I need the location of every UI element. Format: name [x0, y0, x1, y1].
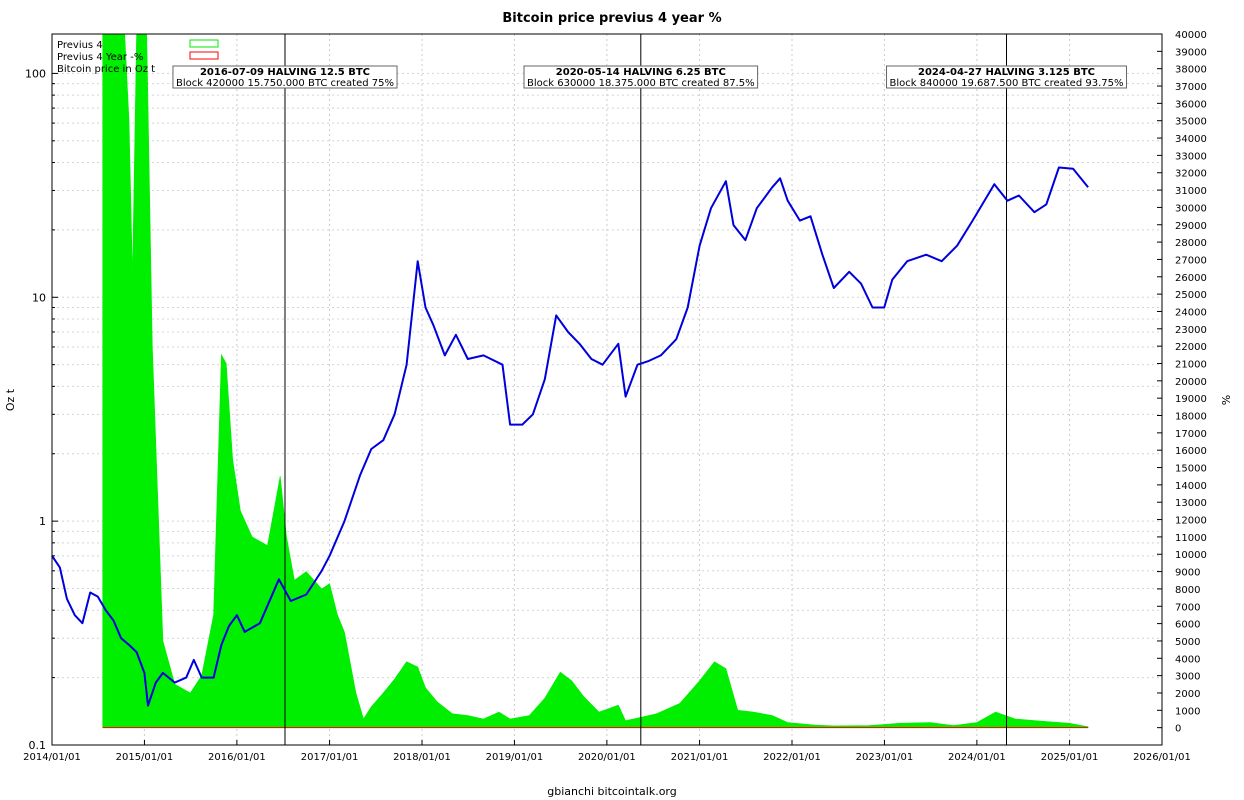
y-left-tick-label: 10	[32, 291, 46, 304]
x-tick-label: 2021/01/01	[671, 752, 729, 763]
series-area-group	[102, 33, 1089, 729]
y-right-tick-label: 25000	[1175, 290, 1207, 301]
y-right-tick-label: 23000	[1175, 325, 1207, 336]
legend-label: Bitcoin price in Oz t	[57, 64, 155, 75]
y-right-tick-label: 21000	[1175, 359, 1207, 370]
annotation-title: 2020-05-14 HALVING 6.25 BTC	[556, 67, 726, 78]
x-tick-label: 2014/01/01	[23, 752, 81, 763]
y-right-tick-label: 40000	[1175, 30, 1207, 41]
x-tick-label: 2023/01/01	[856, 752, 914, 763]
y-right-tick-label: 28000	[1175, 238, 1207, 249]
y-right-tick-label: 5000	[1175, 637, 1200, 648]
y-right-tick-label: 4000	[1175, 654, 1200, 665]
y-right-tick-label: 9000	[1175, 568, 1200, 579]
annotation-text: Block 840000 19.687.500 BTC created 93.7…	[890, 78, 1124, 89]
y-right-tick-label: 26000	[1175, 273, 1207, 284]
y-right-tick-label: 10000	[1175, 550, 1207, 561]
x-tick-label: 2017/01/01	[301, 752, 359, 763]
x-tick-label: 2019/01/01	[486, 752, 544, 763]
y-right-tick-label: 31000	[1175, 186, 1207, 197]
y-right-tick-label: 7000	[1175, 602, 1200, 613]
y-right-tick-label: 0	[1175, 724, 1181, 735]
x-tick-label: 2026/01/01	[1133, 752, 1191, 763]
y-right-tick-label: 32000	[1175, 169, 1207, 180]
y-right-tick-label: 1000	[1175, 706, 1200, 717]
y-right-tick-label: 19000	[1175, 394, 1207, 405]
x-tick-label: 2016/01/01	[208, 752, 266, 763]
y-right-tick-label: 14000	[1175, 481, 1207, 492]
annotation-box	[523, 65, 759, 89]
legend-label: Previus 4 Year -%	[57, 52, 143, 63]
y-right-tick-label: 6000	[1175, 620, 1200, 631]
y-right-tick-label: 8000	[1175, 585, 1200, 596]
y-right-tick-label: 34000	[1175, 134, 1207, 145]
y-right-tick-label: 15000	[1175, 464, 1207, 475]
y-right-tick-label: 35000	[1175, 117, 1207, 128]
y-right-tick-label: 13000	[1175, 498, 1207, 509]
x-tick-label: 2024/01/01	[948, 752, 1006, 763]
y-right-tick-label: 39000	[1175, 47, 1207, 58]
y-right-tick-label: 2000	[1175, 689, 1200, 700]
y-axis-right-label: %	[1219, 395, 1232, 405]
series-line-group	[51, 166, 1089, 707]
y-right-tick-label: 24000	[1175, 307, 1207, 318]
legend-swatch	[189, 51, 219, 60]
y-right-tick-label: 20000	[1175, 377, 1207, 388]
annotation-text: Block 630000 18.375.000 BTC created 87.5…	[527, 78, 755, 89]
y-right-tick-label: 30000	[1175, 203, 1207, 214]
y-right-tick-label: 27000	[1175, 255, 1207, 266]
y-right-tick-label: 12000	[1175, 516, 1207, 527]
y-left-tick-label: 0.1	[29, 739, 47, 752]
x-tick-label: 2022/01/01	[763, 752, 821, 763]
annotation-title: 2024-04-27 HALVING 3.125 BTC	[918, 67, 1095, 78]
y-right-tick-label: 36000	[1175, 99, 1207, 110]
y-right-tick-label: 33000	[1175, 151, 1207, 162]
x-tick-label: 2018/01/01	[393, 752, 451, 763]
chart-footer: gbianchi bitcointalk.org	[547, 785, 676, 798]
x-tick-label: 2025/01/01	[1041, 752, 1099, 763]
y-axis-left-label: Oz t	[4, 388, 17, 411]
series-line-bitcoin-price	[51, 166, 1089, 707]
annotation-title: 2016-07-09 HALVING 12.5 BTC	[200, 67, 370, 78]
y-right-tick-label: 18000	[1175, 412, 1207, 423]
series-area-previus-4	[102, 33, 1089, 729]
x-tick-label: 2020/01/01	[578, 752, 636, 763]
chart-title: Bitcoin price previus 4 year %	[502, 11, 721, 26]
y-right-tick-label: 38000	[1175, 65, 1207, 76]
x-tick-label: 2015/01/01	[116, 752, 174, 763]
legend-swatch	[189, 39, 219, 48]
annotation-box	[886, 65, 1127, 89]
y-right-tick-label: 29000	[1175, 221, 1207, 232]
y-left-tick-label: 1	[39, 515, 46, 528]
y-left-tick-label: 100	[25, 67, 46, 80]
y-right-tick-label: 22000	[1175, 342, 1207, 353]
annotation-text: Block 420000 15.750.000 BTC created 75%	[176, 78, 394, 89]
y-right-tick-label: 37000	[1175, 82, 1207, 93]
y-right-tick-label: 11000	[1175, 533, 1207, 544]
axes: 2014/01/01 2015/01/01 2016/01/01 2017/01/01…	[23, 30, 1207, 763]
y-right-tick-label: 16000	[1175, 446, 1207, 457]
legend-label: Previus 4	[57, 40, 103, 51]
y-right-tick-label: 17000	[1175, 429, 1207, 440]
annotation-box	[172, 65, 398, 89]
halving-lines	[284, 34, 1008, 745]
y-right-tick-label: 3000	[1175, 672, 1200, 683]
